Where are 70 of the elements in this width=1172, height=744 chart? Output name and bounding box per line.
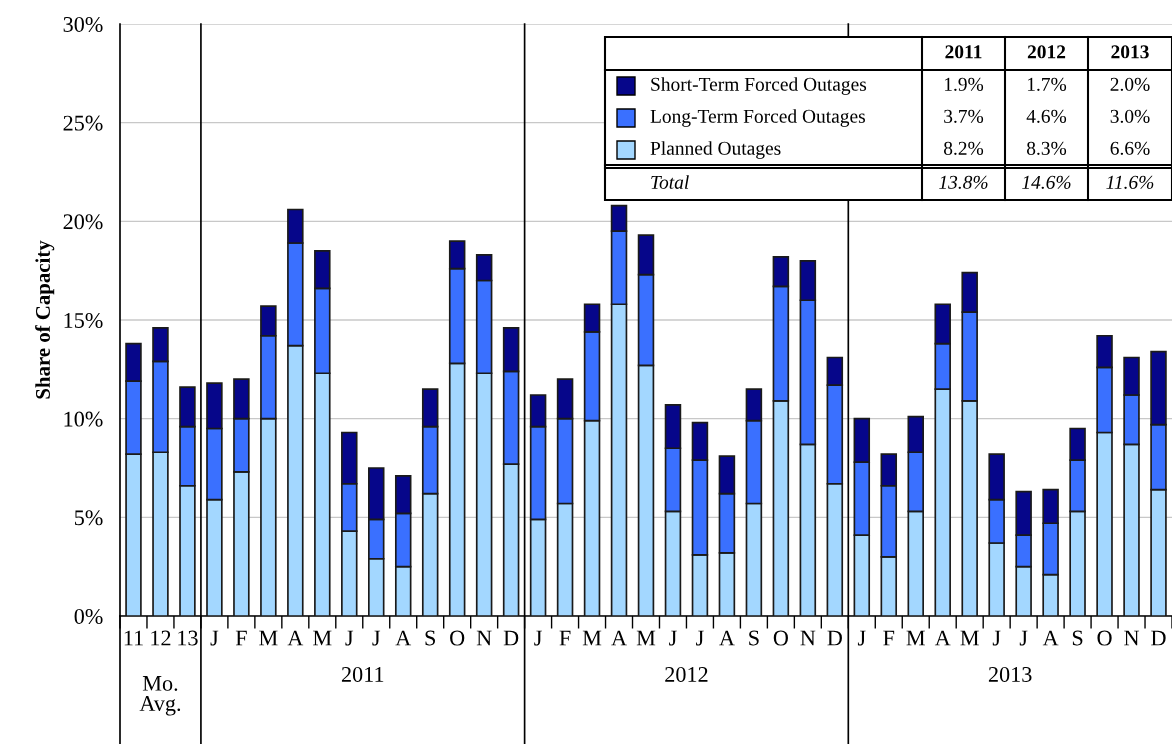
legend-label: Long-Term Forced Outages [650, 109, 865, 127]
annotation: 3.7% [944, 109, 984, 123]
x-tick-label: 12 [151, 630, 171, 646]
y-tick-label: 10% [64, 411, 103, 427]
x-tick-label: A [934, 630, 951, 646]
y-tick-label: 15% [64, 312, 103, 328]
x-tick-label: A [611, 630, 627, 646]
annotation: 4.6% [1026, 109, 1067, 123]
x-tick-label: F [559, 630, 571, 646]
y-tick-label: 25% [63, 115, 103, 131]
legend-label: Planned Outages [650, 141, 781, 159]
x-tick-label: J [345, 630, 354, 646]
annotation: 2012 [1027, 45, 1066, 59]
x-tick-label: O [1097, 630, 1112, 646]
x-tick-label: A [395, 630, 412, 646]
annotation: 3.0% [1110, 109, 1150, 123]
annotation: 8.2% [943, 141, 984, 155]
annotation: 1.9% [944, 77, 984, 91]
x-tick-label: O [773, 630, 788, 646]
annotation: 2.0% [1110, 77, 1150, 91]
x-tick-label: M [636, 630, 656, 646]
x-tick-label: S [425, 630, 436, 646]
y-tick-label: 20% [63, 214, 103, 230]
annotation: 14.6% [1022, 175, 1071, 189]
x-tick-label: J [992, 630, 1001, 646]
annotation: 11.6% [1106, 175, 1154, 189]
x-tick-label: 13 [178, 630, 198, 646]
x-tick-label: S [749, 630, 759, 646]
x-tick-label: J [669, 630, 677, 646]
legend-label: Short-Term Forced Outages [651, 77, 867, 95]
text: 2012 [665, 666, 708, 682]
x-tick-label: 11 [124, 630, 143, 646]
annotation: 6.6% [1110, 141, 1150, 155]
x-tick-label: N [476, 630, 492, 646]
x-tick-label: M [906, 630, 925, 646]
annotation: 1.7% [1027, 77, 1067, 91]
text: 2013 [988, 666, 1032, 682]
x-tick-label: J [696, 630, 704, 646]
x-tick-label: M [313, 630, 332, 646]
x-tick-label: J [1019, 630, 1028, 646]
x-tick-label: S [1072, 630, 1083, 646]
x-tick-label: D [503, 630, 519, 646]
x-tick-label: O [450, 630, 465, 646]
x-tick-label: D [1151, 630, 1166, 646]
x-tick-label: A [1042, 630, 1059, 646]
x-tick-label: M [582, 630, 602, 646]
y-tick-label: 30% [63, 16, 103, 32]
x-tick-label: A [287, 630, 304, 646]
annotation: 8.3% [1026, 141, 1067, 155]
x-tick-label: J [372, 630, 381, 646]
y-tick-label: 5% [75, 510, 103, 526]
x-tick-label: J [210, 630, 219, 646]
x-tick-label: N [800, 630, 816, 646]
text: Mo. Avg. [139, 676, 181, 716]
x-tick-label: F [883, 630, 895, 646]
x-tick-label: N [1124, 630, 1140, 646]
x-tick-label: M [259, 630, 278, 646]
x-tick-label: A [719, 630, 735, 646]
x-tick-label: D [827, 630, 842, 646]
annotation: 2011 [945, 45, 982, 59]
annotation: 2013 [1111, 45, 1149, 59]
x-tick-label: F [235, 630, 247, 646]
x-tick-label: M [960, 630, 979, 646]
x-tick-label: J [534, 630, 542, 646]
text: 2011 [341, 666, 384, 682]
annotation: 13.8% [939, 175, 988, 189]
y-tick-label: 0% [74, 608, 103, 624]
y-axis-title: Share of Capacity [35, 240, 55, 399]
x-tick-label: J [857, 630, 866, 646]
annotation: Total [651, 175, 689, 189]
